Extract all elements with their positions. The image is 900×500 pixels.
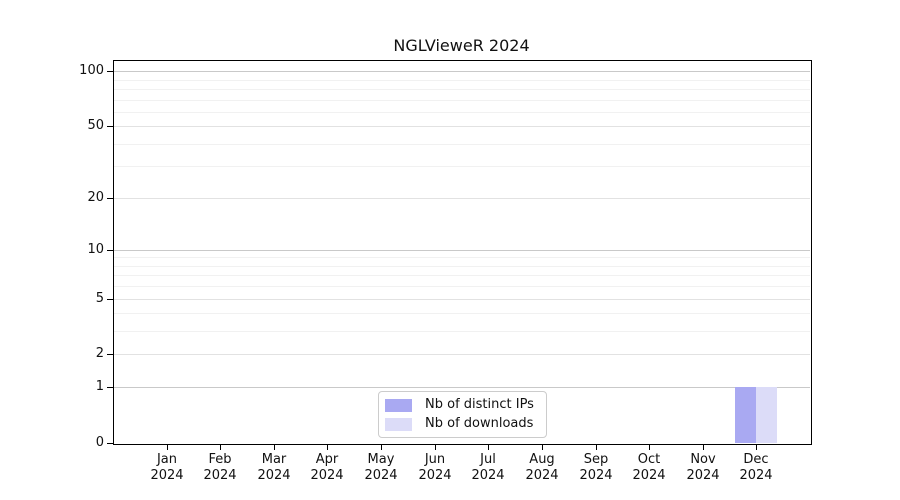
x-tick-mark (274, 445, 275, 450)
y-gridline (113, 387, 810, 388)
y-gridline (113, 257, 810, 258)
y-tick-mark (107, 387, 113, 388)
y-gridline (113, 100, 810, 101)
y-axis-tick-label: 10 (87, 242, 104, 257)
x-tick-mark (381, 445, 382, 450)
legend-label: Nb of distinct IPs (425, 397, 534, 412)
x-tick-mark (649, 445, 650, 450)
legend-entry: Nb of distinct IPs (385, 397, 538, 413)
y-axis-tick-label: 5 (95, 291, 104, 306)
x-axis-tick-label: Nov 2024 (686, 452, 720, 483)
y-axis-tick-label: 100 (79, 63, 104, 78)
y-tick-mark (107, 250, 113, 251)
x-tick-mark (542, 445, 543, 450)
y-gridline (113, 80, 810, 81)
legend-entry: Nb of downloads (385, 416, 538, 432)
legend-swatch (385, 398, 412, 412)
x-axis-tick-label: Aug 2024 (525, 452, 559, 483)
y-gridline (113, 286, 810, 287)
y-tick-mark (107, 354, 113, 355)
y-gridline (113, 126, 810, 127)
y-axis-tick-label: 0 (95, 435, 104, 450)
y-tick-mark (107, 299, 113, 300)
y-gridline (113, 275, 810, 276)
y-gridline (113, 71, 810, 72)
x-tick-mark (703, 445, 704, 450)
x-axis-tick-label: Jul 2024 (471, 452, 505, 483)
y-gridline (113, 331, 810, 332)
x-tick-mark (756, 445, 757, 450)
legend-label: Nb of downloads (425, 416, 534, 431)
x-axis-tick-label: Jan 2024 (150, 452, 184, 483)
y-gridline (113, 266, 810, 267)
legend: Nb of distinct IPs Nb of downloads (378, 391, 547, 438)
x-axis-tick-label: Mar 2024 (257, 452, 291, 483)
bar-nb-of-distinct-ips (735, 387, 756, 443)
x-axis-tick-label: Jun 2024 (418, 452, 452, 483)
y-gridline (113, 313, 810, 314)
x-axis-tick-label: Feb 2024 (203, 452, 237, 483)
x-tick-mark (167, 445, 168, 450)
y-tick-mark (107, 198, 113, 199)
x-tick-mark (435, 445, 436, 450)
x-axis-tick-label: Dec 2024 (739, 452, 773, 483)
y-gridline (113, 299, 810, 300)
y-gridline (113, 144, 810, 145)
x-tick-mark (596, 445, 597, 450)
chart-title: NGLVieweR 2024 (393, 36, 530, 55)
y-axis-tick-label: 20 (87, 190, 104, 205)
y-axis-tick-label: 1 (95, 379, 104, 394)
y-gridline (113, 198, 810, 199)
y-gridline (113, 112, 810, 113)
x-axis-tick-label: Apr 2024 (310, 452, 344, 483)
x-axis-tick-label: Oct 2024 (632, 452, 666, 483)
y-axis-tick-label: 50 (87, 118, 104, 133)
y-tick-mark (107, 126, 113, 127)
y-gridline (113, 354, 810, 355)
y-tick-mark (107, 443, 113, 444)
x-tick-mark (488, 445, 489, 450)
y-gridline (113, 250, 810, 251)
bar-nb-of-downloads (756, 387, 777, 443)
x-axis-tick-label: May 2024 (364, 452, 398, 483)
legend-swatch (385, 417, 412, 431)
y-gridline (113, 89, 810, 90)
x-tick-mark (327, 445, 328, 450)
y-axis-tick-label: 2 (95, 346, 104, 361)
y-tick-mark (107, 71, 113, 72)
x-tick-mark (220, 445, 221, 450)
x-axis-tick-label: Sep 2024 (579, 452, 613, 483)
y-gridline (113, 166, 810, 167)
